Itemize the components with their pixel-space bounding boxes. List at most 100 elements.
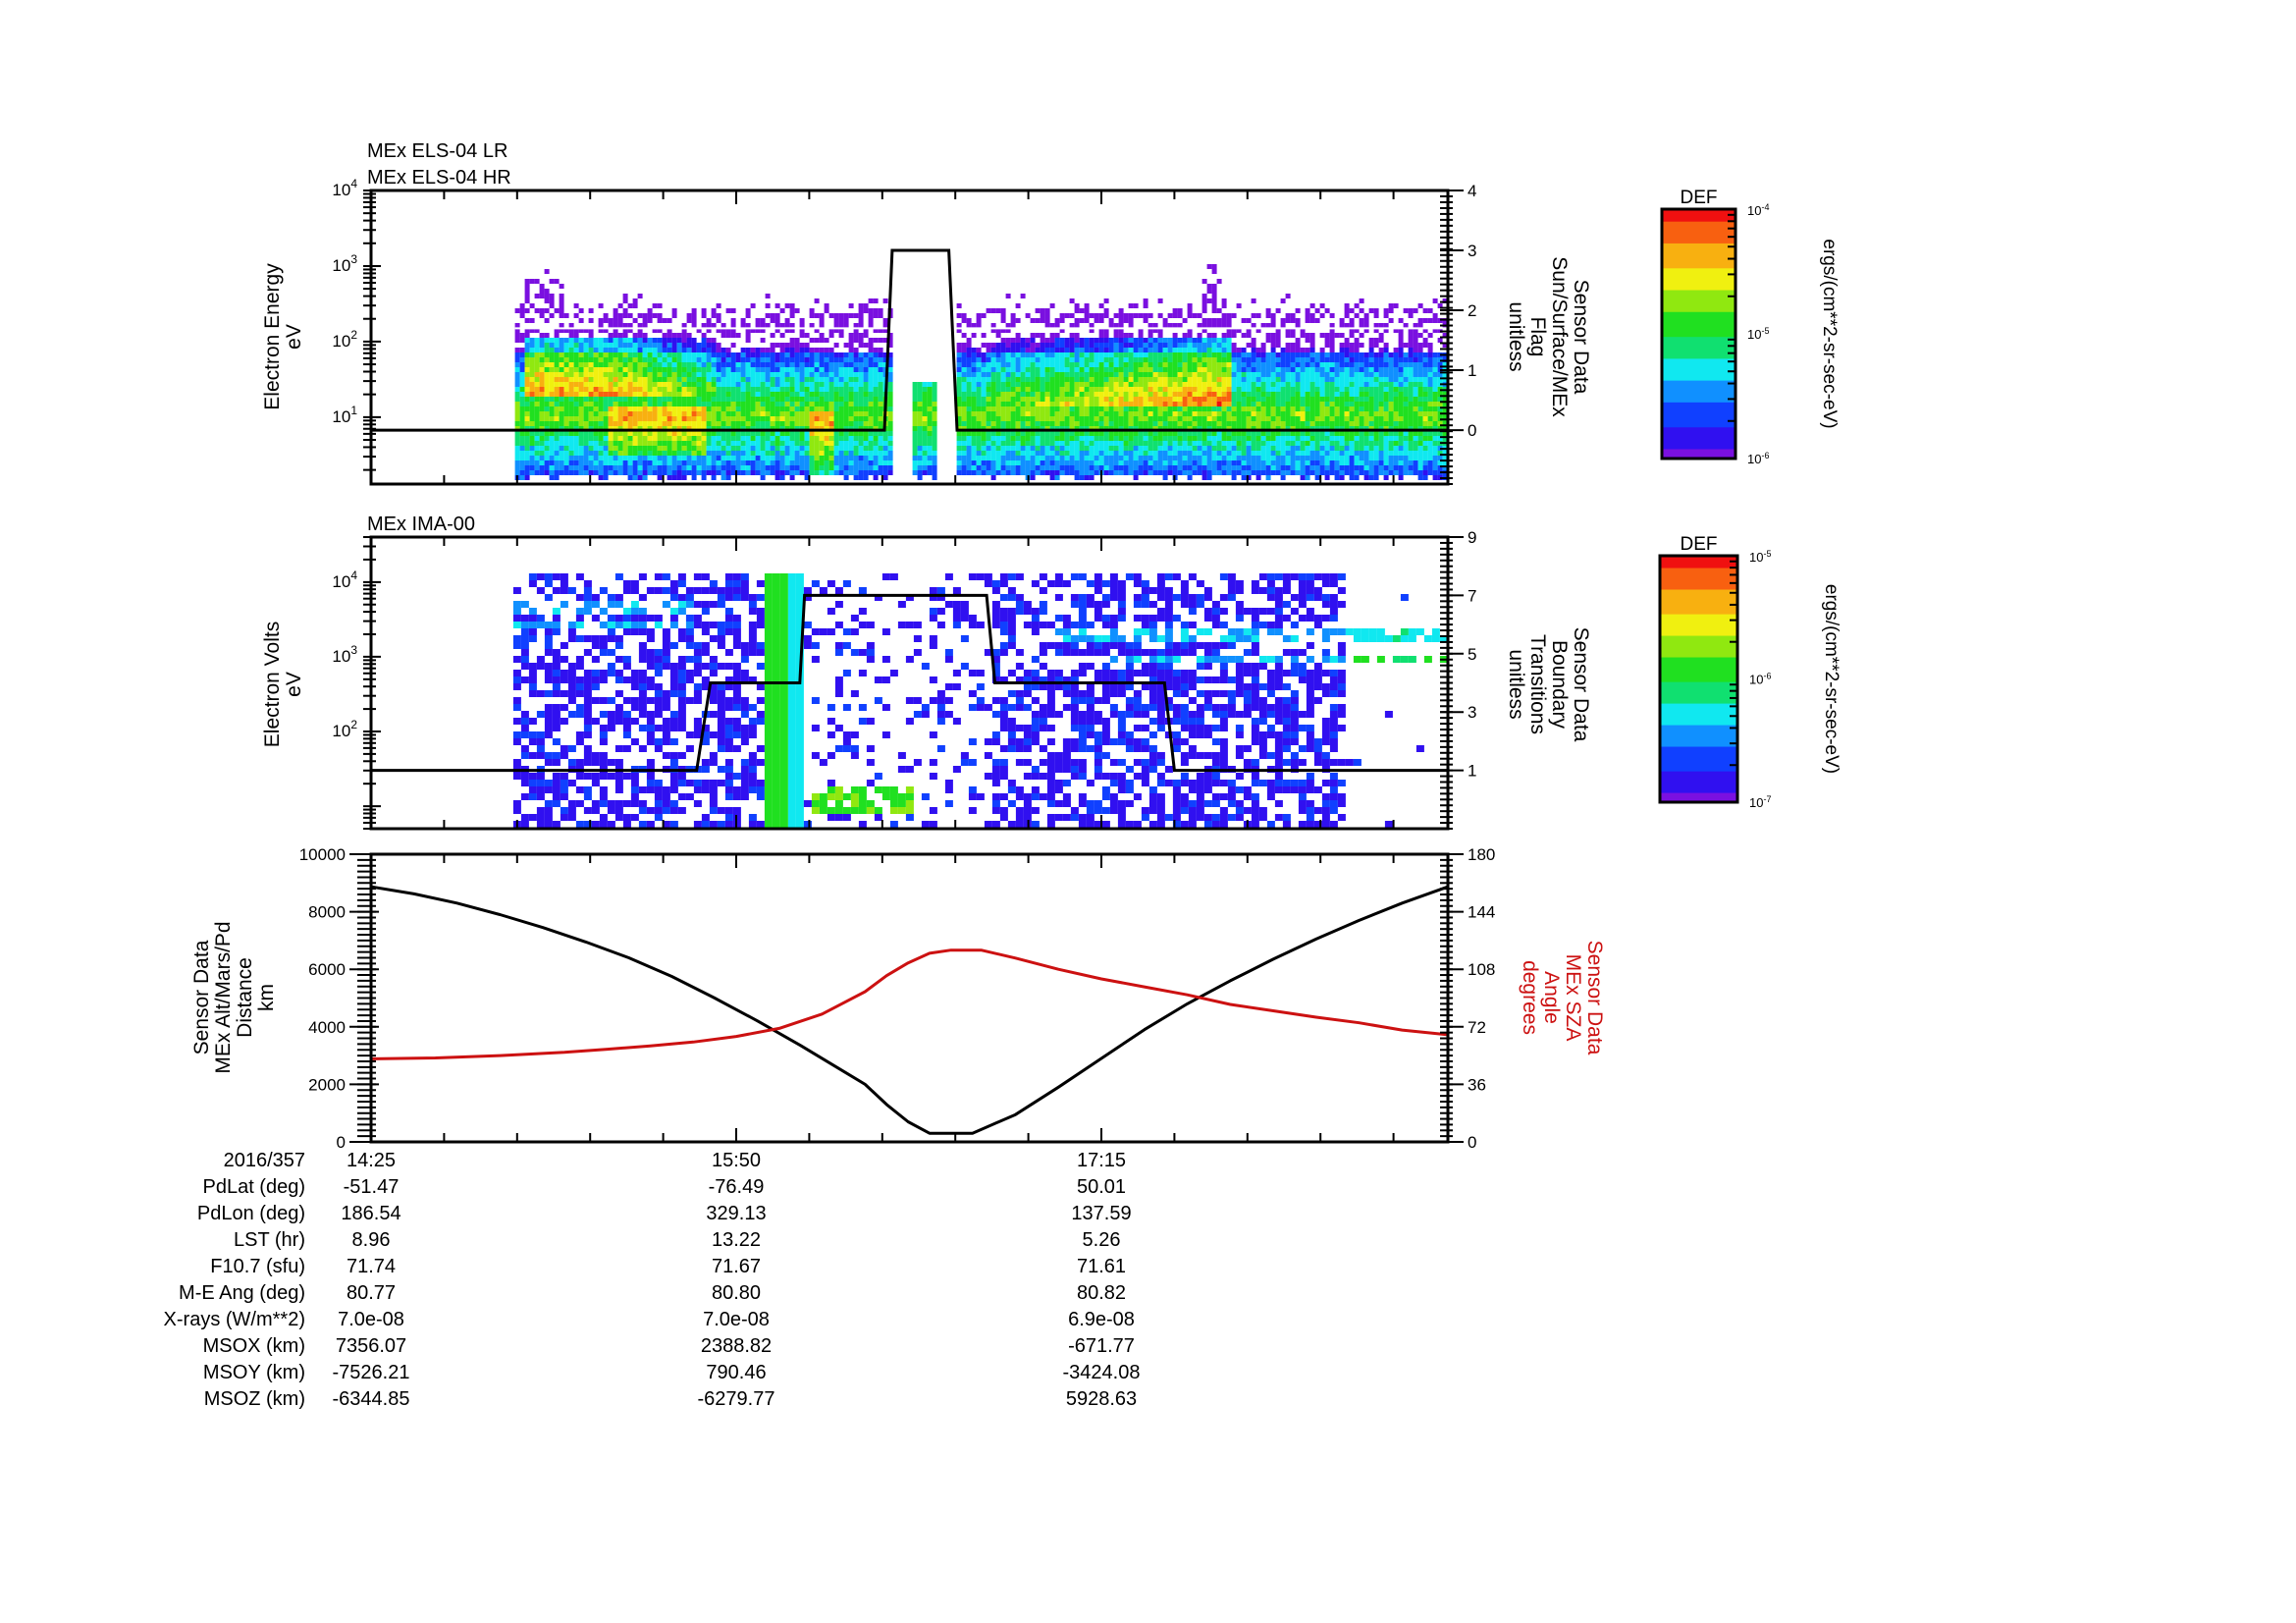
ephemeris-value: -7526.21 <box>333 1362 410 1383</box>
ephemeris-value: 71.67 <box>712 1256 761 1277</box>
colorbar-tick-label: 10-7 <box>1749 794 1771 810</box>
els-right-label-line-1: Sensor Data <box>1570 280 1592 395</box>
colorbar-tick-label: 10-6 <box>1747 451 1769 466</box>
ephemeris-value: 2388.82 <box>701 1335 772 1357</box>
ephemeris-value: 5.26 <box>1083 1229 1121 1251</box>
ephemeris-value: 71.61 <box>1077 1256 1126 1277</box>
right-tick-label: 36 <box>1468 1075 1486 1094</box>
right-tick-label: 144 <box>1468 903 1495 922</box>
ephemeris-time-0: 14:25 <box>347 1150 396 1171</box>
els-colorbar: DEF 10-4 10-5 10-6 ergs/(cm**2-sr-sec-eV) <box>1660 188 1840 466</box>
right-tick-label: 1 <box>1468 361 1476 380</box>
ima-colorbar: DEF 10-5 10-6 10-7 ergs/(cm**2-sr-sec-eV) <box>1658 534 1842 810</box>
y-tick-label: 8000 <box>308 903 346 922</box>
ima-right-axis-label: Sensor Data Boundary Transitions unitles… <box>1505 627 1592 742</box>
colorbar-title: DEF <box>1681 534 1718 555</box>
ephemeris-value: 790.46 <box>706 1362 766 1383</box>
ima-boundary-line <box>371 593 1449 773</box>
ephemeris-value: 80.82 <box>1077 1282 1126 1304</box>
overlay-line <box>371 248 1449 432</box>
y-tick-label: 4000 <box>308 1018 346 1037</box>
ephemeris-date: 2016/357 <box>224 1150 305 1171</box>
els-title-line-2: MEx ELS-04 HR <box>367 167 511 189</box>
colorbar-tick-label: 10-5 <box>1747 326 1769 342</box>
ephemeris-value: 329.13 <box>706 1203 766 1224</box>
els-right-label-line-3: Flag <box>1526 317 1549 357</box>
ima-right-label-line-2: Boundary <box>1548 640 1571 729</box>
ephemeris-value: -671.77 <box>1068 1335 1135 1357</box>
ephemeris-row-label: PdLat (deg) <box>202 1176 305 1198</box>
overlay-line <box>371 593 1449 773</box>
ephemeris-value: -51.47 <box>344 1176 400 1198</box>
els-ylabel-line-1: Electron Energy <box>261 263 284 410</box>
orbit-ylabel-line-1: Sensor Data <box>190 940 213 1055</box>
y-tick-label: 103 <box>332 643 357 666</box>
ephemeris-value: 80.77 <box>347 1282 396 1304</box>
ephemeris-row-label: F10.7 (sfu) <box>210 1256 305 1277</box>
els-right-label-line-4: unitless <box>1505 301 1527 371</box>
els-ylabel-line-2: eV <box>283 324 305 350</box>
orbit-right-label-line-3: Angle <box>1540 971 1563 1024</box>
orbit-right-label-line-4: degrees <box>1519 960 1541 1035</box>
ephemeris-rows: PdLat (deg) -51.47 -76.49 50.01 PdLon (deg) 1… <box>164 1176 1141 1410</box>
orbit-axes: 0 2000 4000 6000 8000 10000 0 36 72 108 144 180 <box>299 845 1496 1152</box>
sza-line <box>370 948 1449 1060</box>
y-tick-label: 103 <box>332 252 357 275</box>
right-tick-label: 72 <box>1468 1018 1486 1037</box>
right-tick-label: 3 <box>1468 703 1476 722</box>
right-tick-label: 0 <box>1468 1133 1476 1152</box>
colorbar-title: DEF <box>1681 188 1718 208</box>
ima-spectrogram-panel: MEx IMA-00 104 103 102 9 7 5 3 1 Electron Volts… <box>261 514 1842 831</box>
right-tick-label: 108 <box>1468 960 1495 979</box>
orbit-right-label-line-1: Sensor Data <box>1583 941 1606 1055</box>
ima-title: MEx IMA-00 <box>367 514 475 535</box>
ephemeris-table: 2016/357 14:25 15:50 17:15 PdLat (deg) -5… <box>164 1150 1141 1410</box>
orbit-right-label-line-2: MEx SZA <box>1562 954 1584 1042</box>
colorbar-units: ergs/(cm**2-sr-sec-eV) <box>1821 584 1842 774</box>
ephemeris-value: -6344.85 <box>333 1388 410 1410</box>
ephemeris-value: 5928.63 <box>1066 1388 1137 1410</box>
colorbar-units: ergs/(cm**2-sr-sec-eV) <box>1819 239 1840 428</box>
colorbar-tick-label: 10-5 <box>1749 549 1771 565</box>
ima-axes: 104 103 102 9 7 5 3 1 <box>332 528 1476 831</box>
ephemeris-row-label: PdLon (deg) <box>197 1203 305 1224</box>
orbit-right-axis-label: Sensor Data MEx SZA Angle degrees <box>1519 941 1606 1055</box>
right-tick-label: 3 <box>1468 242 1476 260</box>
orbit-ylabel-line-2: MEx Alt/Mars/Pd <box>212 921 235 1073</box>
y-tick-label: 0 <box>337 1133 346 1152</box>
els-flag-line <box>371 248 1449 432</box>
y-tick-label: 102 <box>332 328 357 351</box>
colorbar-tick-label: 10-4 <box>1747 202 1769 218</box>
right-tick-label: 2 <box>1468 301 1476 320</box>
right-tick-label: 5 <box>1468 645 1476 664</box>
ephemeris-value: 13.22 <box>712 1229 761 1251</box>
ephemeris-value: -3424.08 <box>1063 1362 1141 1383</box>
y-tick-label: 6000 <box>308 960 346 979</box>
ephemeris-value: 7356.07 <box>336 1335 406 1357</box>
orbit-ylabel-line-4: km <box>255 984 278 1011</box>
plot-frame <box>369 852 1450 1144</box>
orbit-ylabel-line-3: Distance <box>234 957 256 1038</box>
ephemeris-value: -6279.77 <box>698 1388 775 1410</box>
ephemeris-row-label: LST (hr) <box>234 1229 305 1251</box>
ephemeris-time-1: 15:50 <box>712 1150 761 1171</box>
altitude-line <box>370 885 1449 1135</box>
orbit-lines <box>370 885 1449 1135</box>
els-right-axis-label: Sensor Data Sun/Surface/MEx Flag unitles… <box>1505 256 1592 417</box>
right-tick-label: 4 <box>1468 182 1476 200</box>
ephemeris-value: 71.74 <box>347 1256 396 1277</box>
ephemeris-value: 50.01 <box>1077 1176 1126 1198</box>
els-heatmap <box>514 264 1448 480</box>
colorbar-tick-label: 10-6 <box>1749 672 1771 687</box>
y-tick-label: 102 <box>332 718 357 740</box>
y-tick-label: 101 <box>332 404 357 426</box>
ephemeris-value: 80.80 <box>712 1282 761 1304</box>
ephemeris-value: 8.96 <box>352 1229 391 1251</box>
ephemeris-row-label: M-E Ang (deg) <box>179 1282 305 1304</box>
ima-right-label-line-4: unitless <box>1505 649 1527 719</box>
y-tick-label: 104 <box>332 177 357 199</box>
ephemeris-row-label: MSOY (km) <box>203 1362 305 1383</box>
ima-heatmap <box>512 573 1448 828</box>
ephemeris-time-2: 17:15 <box>1077 1150 1126 1171</box>
